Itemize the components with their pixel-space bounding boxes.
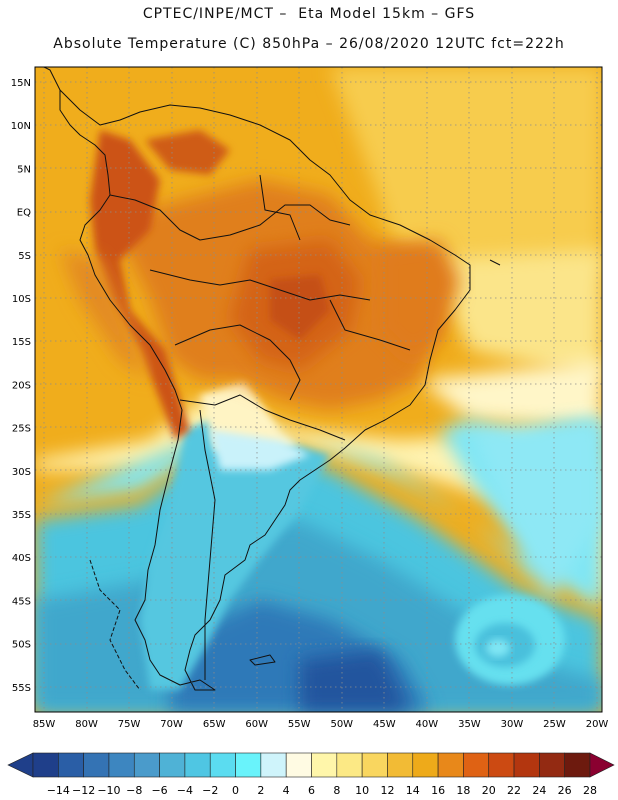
map-title-line-2: Absolute Temperature (C) 850hPa – 26/08/… (53, 36, 565, 52)
south-america-coastline (59, 89, 471, 691)
border-line (174, 324, 301, 401)
longitude-label: 60W (245, 719, 268, 730)
colorbar-swatch (463, 752, 490, 778)
colorbar-tick-label: −10 (97, 784, 120, 797)
colorbar-swatch (159, 752, 186, 778)
longitude-label: 25W (543, 719, 566, 730)
colorbar-tick-label: −6 (151, 784, 167, 797)
border-line (329, 299, 411, 351)
colorbar-tick-labels: −14 −12 −10 −8 −6 −4 −2 0 2 4 6 8 10 12 14 16 18 20 22 24 26… (47, 784, 597, 797)
colorbar-swatch (564, 752, 591, 778)
colorbar-swatch (412, 752, 439, 778)
colorbar-swatch (311, 752, 338, 778)
temperature-colorbar (7, 752, 615, 778)
colorbar-tick-label: −4 (177, 784, 193, 797)
longitude-label: 40W (416, 719, 439, 730)
colorbar-tick-label: −14 (47, 784, 70, 797)
latitude-label: 10N (11, 121, 31, 132)
latitude-label: 45S (12, 596, 31, 607)
colorbar-swatch (539, 752, 565, 778)
colorbar-tick-label: −12 (72, 784, 95, 797)
border-line (109, 194, 351, 241)
colorbar-swatch (184, 752, 211, 778)
colorbar-high-arrow (589, 752, 615, 778)
colorbar-tick-label: 0 (232, 784, 239, 797)
falkland-islands (249, 654, 276, 666)
map-title-line-1: CPTEC/INPE/MCT – Eta Model 15km – GFS (142, 6, 476, 22)
longitude-label: 55W (288, 719, 311, 730)
central-america-coastline (42, 67, 61, 91)
latitude-labels: 15N 10N 5N EQ 5S 10S 15S 20S 25S 30S 35S 40S 45S 50S 5… (11, 78, 31, 694)
latitude-label: 20S (12, 380, 31, 391)
colorbar-swatch (209, 752, 236, 778)
colorbar-swatch (260, 752, 287, 778)
latitude-label: 40S (12, 553, 31, 564)
southern-chile-islands (89, 559, 141, 691)
colorbar-tick-label: −2 (202, 784, 218, 797)
colorbar-tick-label: 22 (507, 784, 521, 797)
border-line (259, 174, 301, 241)
colorbar-tick-label: 16 (431, 784, 445, 797)
latitude-label: 5N (17, 164, 31, 175)
colorbar-tick-label: 12 (380, 784, 394, 797)
colorbar-swatch (133, 752, 160, 778)
longitude-label: 85W (33, 719, 56, 730)
border-line (149, 269, 371, 301)
map-frame (34, 66, 603, 713)
colorbar-swatch (285, 752, 312, 778)
colorbar-low-arrow (7, 752, 34, 778)
colorbar-tick-label: 2 (257, 784, 264, 797)
colorbar-tick-label: 20 (482, 784, 496, 797)
latitude-label: 30S (12, 467, 31, 478)
colorbar-tick-label: 24 (532, 784, 546, 797)
colorbar-tick-label: 26 (558, 784, 572, 797)
colorbar-swatch (488, 752, 515, 778)
colorbar-tick-label: 10 (355, 784, 369, 797)
colorbar-swatch (387, 752, 414, 778)
colorbar-swatch (235, 752, 262, 778)
longitude-label: 75W (118, 719, 141, 730)
colorbar-tick-label: −8 (126, 784, 142, 797)
island-outline (489, 259, 501, 266)
longitude-label: 35W (458, 719, 481, 730)
colorbar-tick-label: 14 (406, 784, 420, 797)
colorbar-swatch (58, 752, 84, 778)
coastline-and-borders (42, 67, 501, 691)
longitude-label: 30W (501, 719, 524, 730)
border-line (179, 394, 346, 441)
latitude-label: 35S (12, 510, 31, 521)
colorbar-swatch (361, 752, 388, 778)
latitude-label: 25S (12, 424, 31, 435)
latitude-label: EQ (17, 208, 31, 219)
latitude-label: 5S (18, 251, 31, 262)
latitude-label: 15N (11, 78, 31, 89)
colorbar-swatch (108, 752, 135, 778)
colorbar-swatch (32, 752, 59, 778)
longitude-label: 45W (373, 719, 396, 730)
colorbar-tick-label: 6 (308, 784, 315, 797)
longitude-label: 70W (160, 719, 183, 730)
longitude-label: 50W (330, 719, 353, 730)
colorbar-tick-label: 28 (583, 784, 597, 797)
longitude-label: 65W (203, 719, 226, 730)
longitude-labels: 85W 80W 75W 70W 65W 60W 55W 50W 45W 40W 35W 30W 25W 2… (33, 719, 609, 730)
colorbar-tick-label: 8 (333, 784, 340, 797)
temperature-field (35, 67, 602, 712)
latitude-label: 55S (12, 683, 31, 694)
colorbar-swatch (437, 752, 464, 778)
latitude-label: 10S (12, 294, 31, 305)
longitude-label: 20W (586, 719, 609, 730)
border-line (199, 409, 216, 680)
colorbar-swatch (513, 752, 540, 778)
latitude-label: 15S (12, 337, 31, 348)
colorbar-swatch (336, 752, 363, 778)
colorbar-tick-label: 18 (456, 784, 470, 797)
colorbar-tick-label: 4 (283, 784, 290, 797)
longitude-label: 80W (75, 719, 98, 730)
latitude-label: 50S (12, 640, 31, 651)
colorbar-swatch (83, 752, 110, 778)
